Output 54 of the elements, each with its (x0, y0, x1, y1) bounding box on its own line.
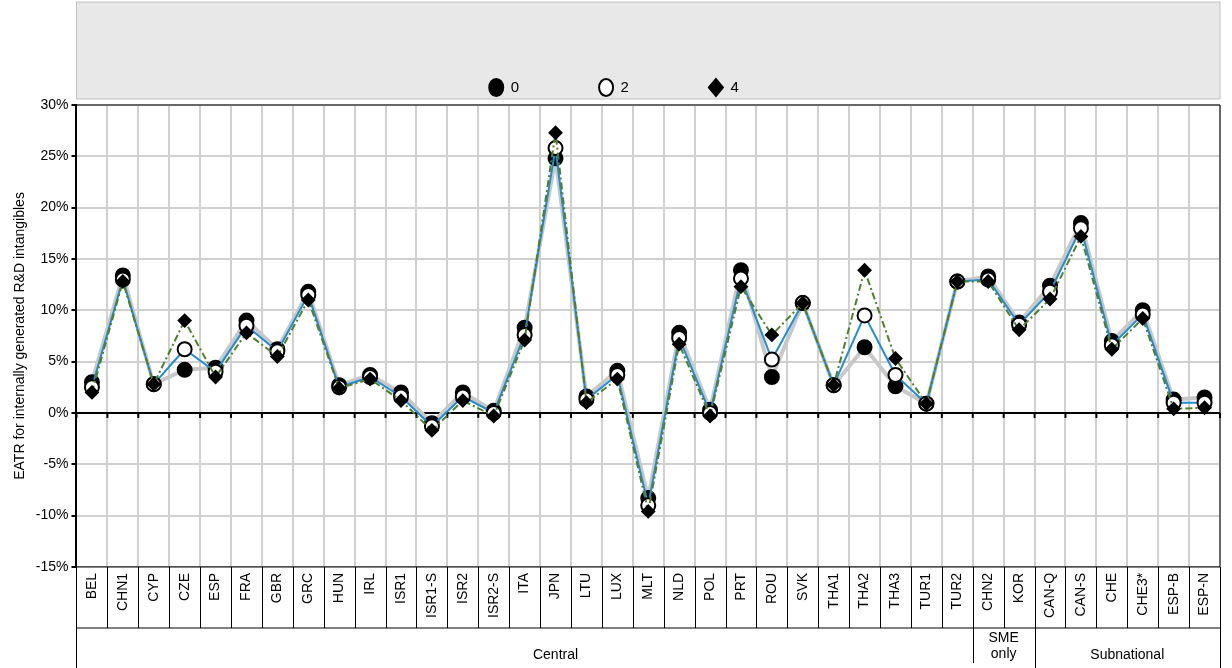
legend-label: 0 (510, 77, 520, 95)
x-tick-label: TUR1 (917, 572, 934, 610)
y-tick-label: 0% (48, 403, 69, 420)
x-tick-label: GRC (299, 572, 316, 604)
x-tick-label: CAN-S (1071, 572, 1088, 617)
x-tick-label: CZE (175, 572, 192, 601)
x-tick-label: ISR2 (453, 572, 470, 604)
x-tick-label: MLT (639, 572, 656, 600)
x-tick-label: CHE3* (1133, 572, 1150, 616)
x-tick-label: TUR2 (948, 572, 965, 610)
x-tick-label: IRL (360, 572, 377, 595)
x-tick-label: KOR (1009, 572, 1026, 604)
text: Central (532, 645, 579, 662)
x-tick-label: ISR2-S (484, 572, 501, 618)
y-tick-label: 5% (48, 352, 69, 369)
x-tick-label: ISR1 (391, 572, 408, 604)
x-tick-label: PRT (731, 572, 748, 601)
y-tick-label: -10% (35, 506, 69, 523)
x-tick-label: CHN1 (113, 572, 130, 611)
x-tick-label: FRA (237, 572, 254, 601)
x-tick-label: ISR1-S (422, 572, 439, 618)
x-tick-label: BEL (82, 572, 99, 600)
legend-label: 2 (620, 77, 629, 95)
y-tick-label: 15% (40, 249, 69, 266)
x-tick-label: ITA (515, 572, 532, 594)
y-tick-label: -15% (35, 557, 69, 574)
x-tick-label: ESP-B (1164, 572, 1181, 615)
x-tick-label: ESP-N (1195, 572, 1212, 616)
x-tick-label: THA1 (824, 572, 841, 609)
x-tick-label: JPN (546, 572, 563, 600)
x-tick-label: HUN (330, 572, 347, 604)
x-tick-label: SVK (793, 572, 810, 601)
x-tick-label: ROU (762, 572, 779, 604)
x-tick-label: CHE (1102, 572, 1119, 603)
y-tick-label: -5% (43, 455, 69, 472)
x-tick-label: THA3 (886, 572, 903, 609)
y-tick-label: 25% (40, 147, 69, 164)
x-tick-label: ESP (206, 572, 223, 601)
x-tick-label: GBR (268, 572, 285, 604)
x-tick-label: CAN-Q (1040, 572, 1057, 618)
x-tick-label: CHN2 (979, 572, 996, 611)
text: Subnational (1090, 645, 1165, 662)
text: SME only (988, 628, 1019, 661)
legend-label: 4 (730, 77, 739, 95)
x-tick-label: POL (700, 572, 717, 601)
x-tick-label: NLD (670, 572, 687, 601)
x-tick-label: THA2 (855, 572, 872, 609)
y-axis-title: EATR for internally generated R&D intangibles (11, 192, 28, 480)
x-tick-label: LTU (577, 572, 594, 599)
y-tick-label: 10% (40, 301, 69, 318)
x-tick-label: LUX (608, 572, 625, 601)
y-tick-label: 30% (40, 95, 69, 112)
x-tick-label: CYP (144, 572, 161, 602)
y-tick-label: 20% (40, 198, 69, 215)
